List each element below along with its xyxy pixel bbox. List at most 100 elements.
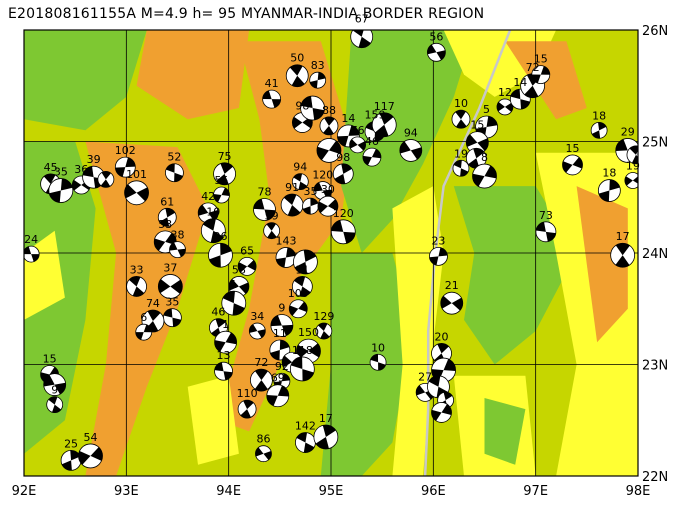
compressional-quadrant [337,135,349,147]
compressional-quadrant [357,141,366,151]
beachball [597,179,621,202]
compressional-quadrant [484,165,497,179]
compressional-quadrant [225,332,237,345]
beachball [213,186,230,204]
compressional-quadrant [572,157,583,169]
event-depth-label: 13 [217,349,231,362]
beachball [531,65,551,84]
compressional-quadrant [202,218,216,231]
compressional-quadrant [129,276,141,287]
event-depth-label: 25 [64,437,78,450]
compressional-quadrant [303,249,317,262]
compressional-quadrant [615,243,630,256]
compressional-quadrant [371,149,381,159]
compressional-quadrant [472,173,485,187]
compressional-quadrant [540,66,550,75]
compressional-quadrant [441,404,452,415]
terrain-region [24,30,147,131]
compressional-quadrant [315,436,329,449]
event-depth-label: 12 [498,86,512,99]
beachball [371,112,397,138]
compressional-quadrant [247,260,257,271]
beachball [293,249,318,275]
compressional-quadrant [443,359,456,372]
compressional-quadrant [451,297,463,311]
event-depth-label: 19 [454,147,468,160]
event-depth-label: 42 [201,190,215,203]
beachball [309,71,327,89]
compressional-quadrant [78,450,91,465]
compressional-quadrant [255,369,268,381]
event-depth-label: 159 [365,108,386,121]
beachball [624,172,638,189]
terrain-region [576,186,628,343]
event-depth-label: 17 [319,412,333,425]
compressional-quadrant [428,375,441,387]
event-depth-label: 9 [278,301,285,314]
beachball [135,323,153,341]
beachball [114,156,136,178]
beachball [208,242,233,268]
event-depth-label: 18 [602,167,616,180]
latitude-tick-label: 25N [642,136,668,151]
compressional-quadrant [43,374,55,387]
beachball [350,30,374,49]
event-depth-label: 65 [240,244,254,257]
compressional-quadrant [303,442,315,453]
event-depth-label: 98 [336,151,350,164]
compressional-quadrant [276,257,286,268]
beachball [535,221,557,243]
compressional-quadrant [43,173,56,184]
event-depth-label: 1 [222,318,229,331]
beachball [157,207,177,227]
longitude-tick-label: 96E [421,484,446,499]
compressional-quadrant [416,385,426,396]
compressional-quadrant [238,262,248,273]
beachball [295,432,316,453]
compressional-quadrant [352,30,364,37]
event-depth-label: 30 [321,183,335,196]
event-depth-label: 5 [483,103,490,116]
latitude-tick-label: 23N [642,359,668,374]
compressional-quadrant [143,324,152,333]
event-depth-label: 54 [84,431,98,444]
compressional-quadrant [263,450,272,460]
compressional-quadrant [615,255,630,268]
beachball [213,162,236,186]
compressional-quadrant [473,148,485,159]
compressional-quadrant [302,206,311,215]
compressional-quadrant [531,74,541,84]
compressional-quadrant [431,369,444,382]
compressional-quadrant [312,108,325,120]
compressional-quadrant [317,201,328,214]
compressional-quadrant [283,194,297,206]
beachball [291,173,309,191]
compressional-quadrant [632,176,638,184]
beachball [452,159,470,177]
compressional-quadrant [591,130,601,139]
beachball [165,163,184,183]
beachball [590,121,608,139]
compressional-quadrant [598,190,610,202]
event-depth-label: 101 [126,168,147,181]
compressional-quadrant [170,279,183,294]
compressional-quadrant [221,187,230,197]
compressional-quadrant [436,50,446,60]
compressional-quadrant [267,230,277,239]
event-depth-label: 10 [454,97,468,110]
beachball [399,139,423,162]
compressional-quadrant [348,125,360,136]
compressional-quadrant [136,187,149,202]
compressional-quadrant [349,139,358,149]
terrain-region [484,398,526,465]
event-depth-label: 45 [44,161,58,174]
compressional-quadrant [271,99,281,108]
beachball [253,198,276,221]
compressional-quadrant [228,279,239,291]
event-depth-label: 56 [429,30,443,43]
event-depth-label: 10 [371,341,385,354]
event-depth-label: 38 [171,229,185,242]
compressional-quadrant [460,168,469,177]
compressional-quadrant [496,101,505,112]
event-depth-label: 118 [292,344,313,357]
